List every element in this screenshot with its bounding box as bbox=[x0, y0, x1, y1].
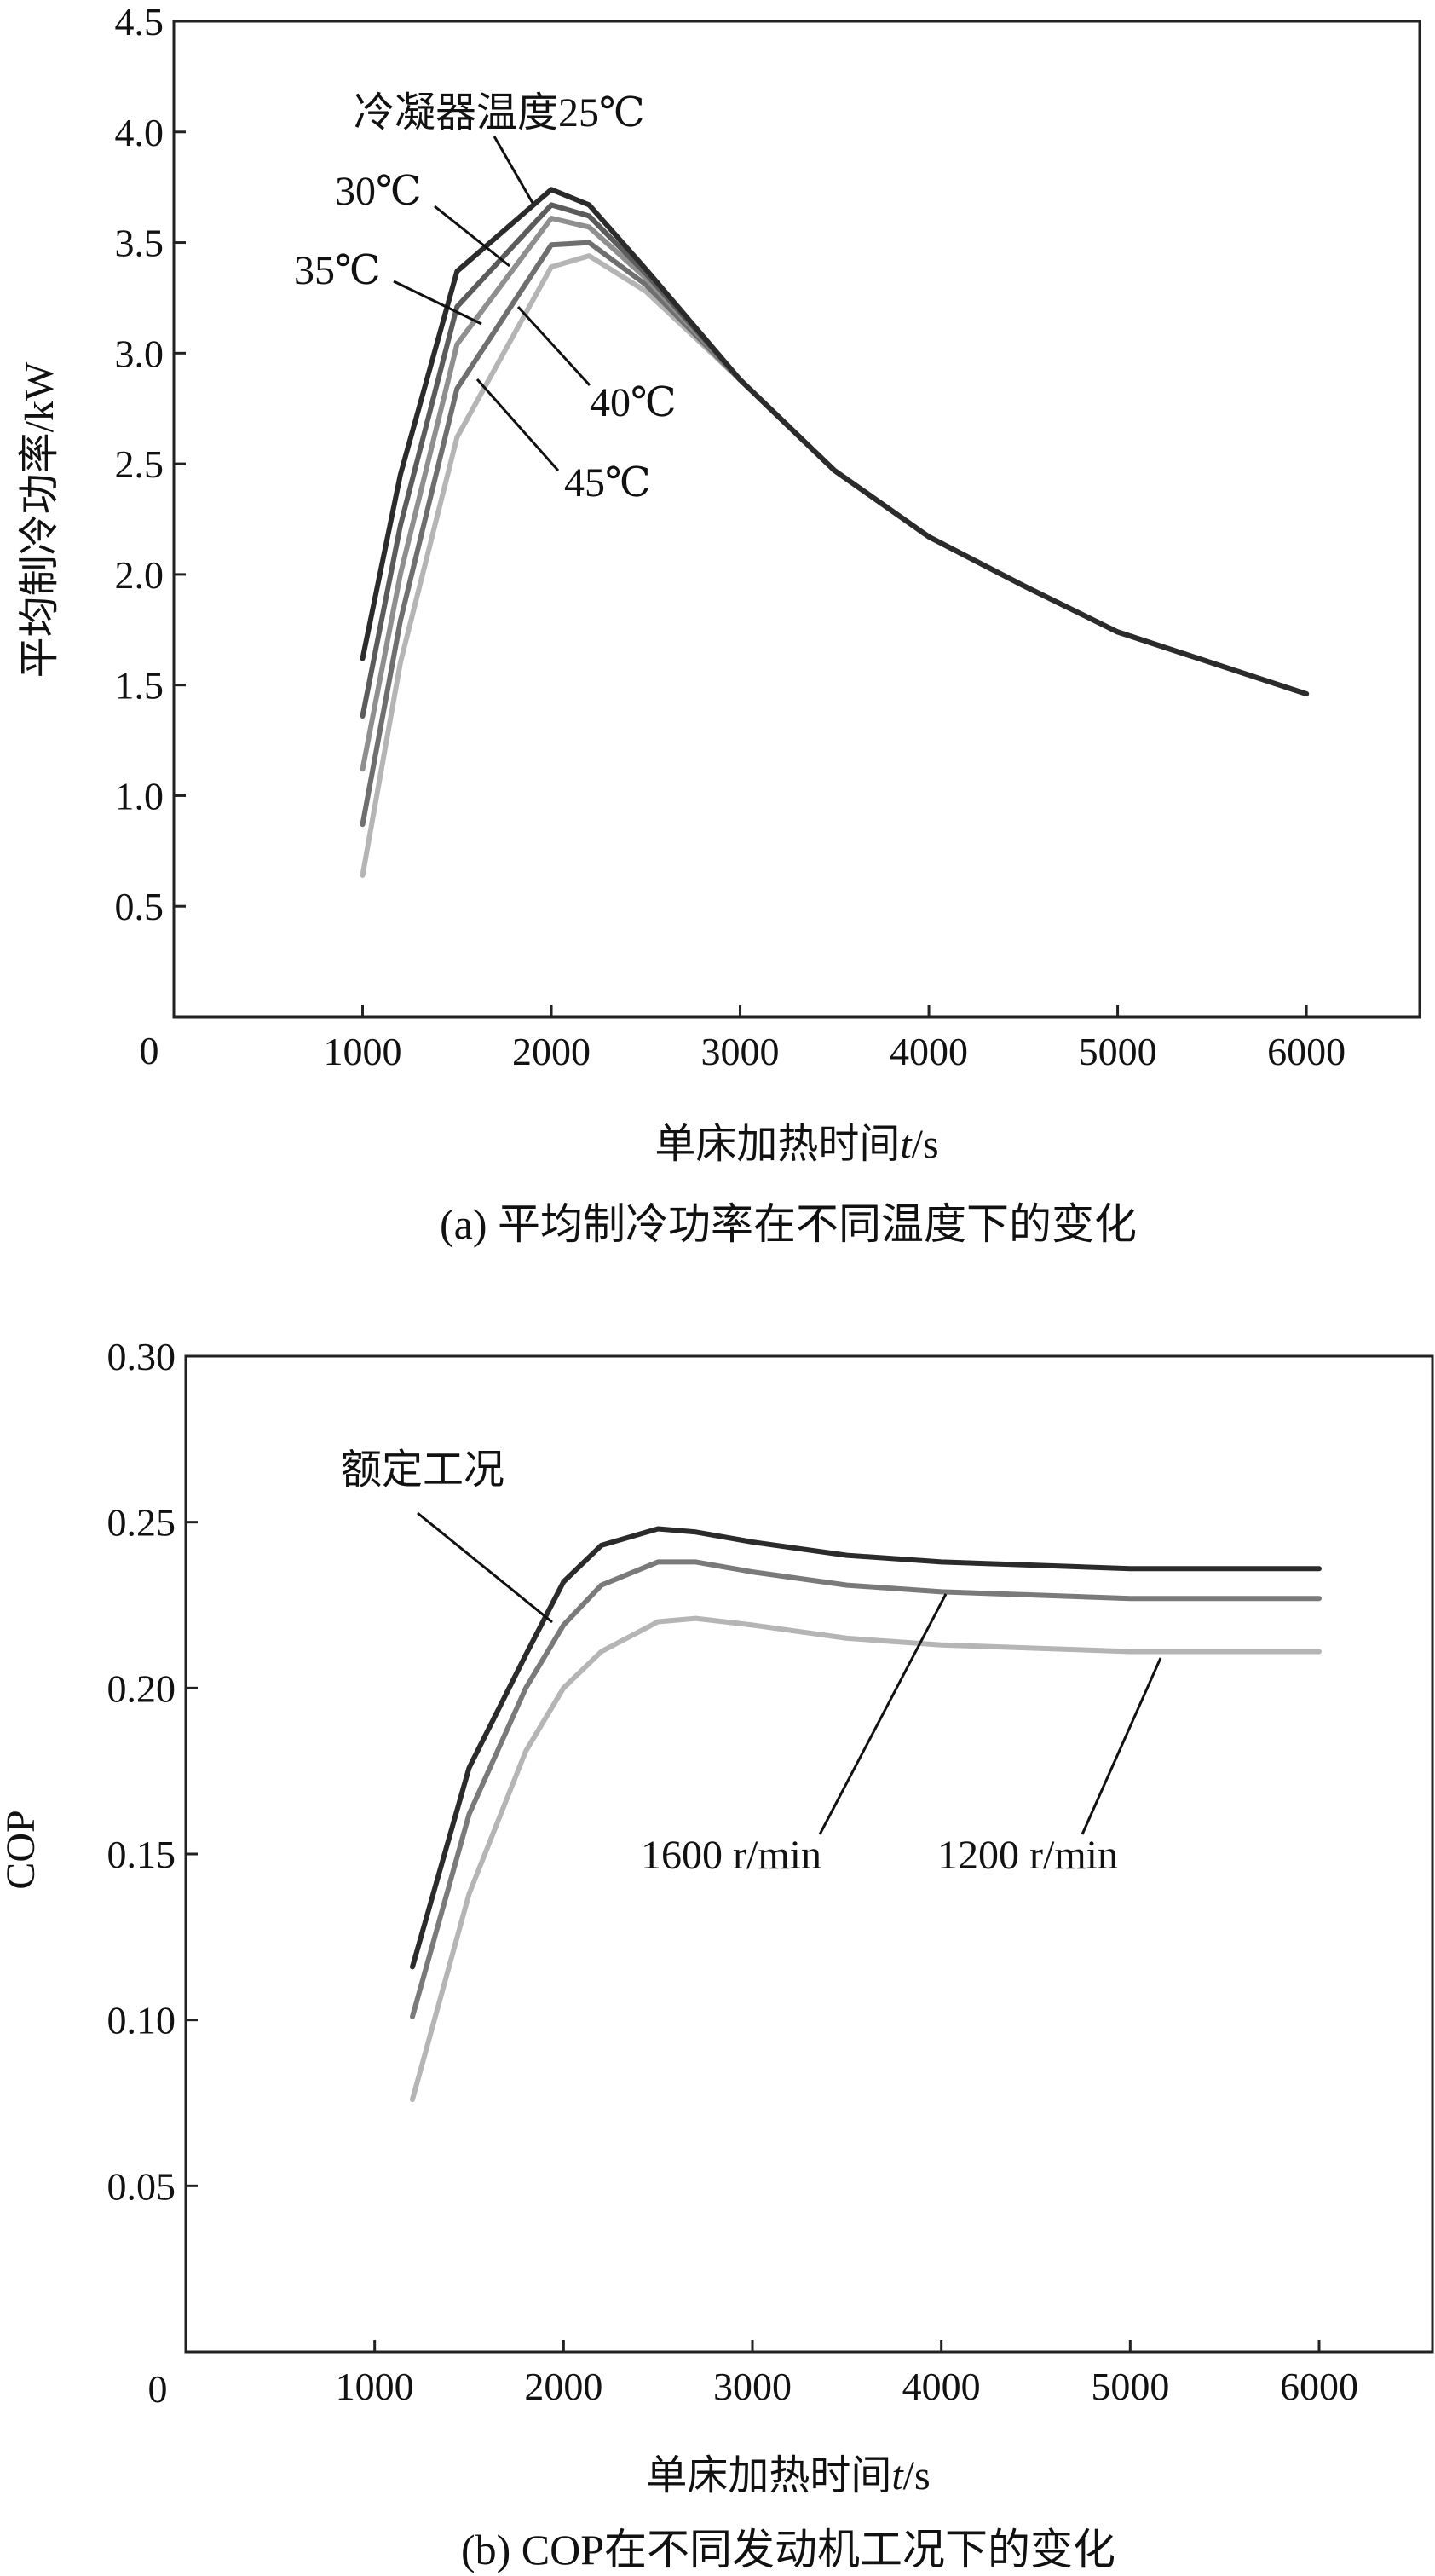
chart-b-x-label-var: t bbox=[891, 2453, 904, 2498]
chart-a-leader-40c bbox=[516, 305, 591, 387]
chart-a-power: 0.5 1.0 1.5 2.0 2.5 3.0 3.5 4.0 4.5 1000 2000 3000… bbox=[17, 0, 1421, 1248]
chart-b-y-axis-label: COP bbox=[0, 1810, 43, 1889]
chart-a-ytick-label: 3.5 bbox=[115, 222, 164, 265]
chart-a-y-axis-label: 平均制冷功率/kW bbox=[17, 361, 62, 678]
chart-b-x-label-text: 单床加热时间 bbox=[646, 2453, 891, 2498]
chart-b-x-axis: 1000 2000 3000 4000 5000 6000 bbox=[336, 2340, 1358, 2408]
chart-a-x-axis-label: 单床加热时间t/s bbox=[654, 1122, 938, 1167]
chart-a-ytick-label: 1.0 bbox=[115, 774, 164, 817]
chart-a-series-line-3 bbox=[360, 240, 1310, 828]
chart-a-leader-35c bbox=[393, 280, 482, 326]
chart-a-ytick-label: 3.0 bbox=[115, 332, 164, 375]
chart-a-xtick-label: 1000 bbox=[324, 1030, 402, 1073]
chart-a-origin-label: 0 bbox=[140, 1029, 159, 1072]
chart-a-annot-35c: 35℃ bbox=[294, 248, 381, 293]
chart-a-x-label-text: 单床加热时间 bbox=[654, 1122, 900, 1167]
chart-a-plot-frame bbox=[172, 20, 1421, 1019]
chart-a-series-line-4 bbox=[360, 253, 1310, 878]
chart-a-series bbox=[360, 187, 1310, 878]
chart-a-xtick-label: 4000 bbox=[890, 1030, 968, 1073]
chart-b-xtick-label: 5000 bbox=[1091, 2365, 1169, 2408]
chart-b-x-label-unit: /s bbox=[903, 2453, 931, 2498]
chart-b-leader-rated bbox=[417, 1511, 553, 1624]
chart-a-x-label-var: t bbox=[900, 1122, 913, 1167]
chart-a-leader-25c bbox=[493, 136, 534, 204]
chart-a-xtick-label: 3000 bbox=[701, 1030, 780, 1073]
chart-b-annot-1600: 1600 r/min bbox=[641, 1833, 821, 1878]
chart-b-xtick-label: 1000 bbox=[336, 2365, 414, 2408]
chart-a-ytick-label: 0.5 bbox=[115, 885, 164, 928]
chart-a-y-axis: 0.5 1.0 1.5 2.0 2.5 3.0 3.5 4.0 4.5 bbox=[115, 0, 186, 928]
chart-a-caption: (a) 平均制冷功率在不同温度下的变化 bbox=[440, 1200, 1137, 1248]
chart-a-annot-25c: 冷凝器温度25℃ bbox=[354, 90, 645, 136]
chart-b-origin-label: 0 bbox=[148, 2367, 168, 2411]
chart-b-y-axis: 0.05 0.10 0.15 0.20 0.25 0.30 bbox=[107, 1335, 198, 2208]
chart-b-caption: (b) COP在不同发动机工况下的变化 bbox=[461, 2526, 1115, 2573]
chart-b-xtick-label: 4000 bbox=[902, 2365, 981, 2408]
chart-b-ytick-label: 0.20 bbox=[107, 1666, 176, 1710]
chart-a-ytick-label: 2.5 bbox=[115, 442, 164, 486]
chart-b-ytick-label: 0.10 bbox=[107, 1999, 176, 2042]
chart-b-cop: 0.05 0.10 0.15 0.20 0.25 0.30 1000 2000 3000 400… bbox=[0, 1335, 1434, 2573]
chart-a-xtick-label: 2000 bbox=[512, 1030, 591, 1073]
chart-b-leader-1600 bbox=[818, 1593, 948, 1835]
chart-a-ytick-label: 1.5 bbox=[115, 664, 164, 708]
chart-b-ytick-label: 0.15 bbox=[107, 1833, 176, 1876]
chart-a-series-line-2 bbox=[360, 216, 1310, 772]
chart-b-ytick-label: 0.30 bbox=[107, 1335, 176, 1378]
chart-a-annot-45c: 45℃ bbox=[564, 460, 651, 505]
chart-a-xtick-label: 6000 bbox=[1267, 1030, 1346, 1073]
chart-a-ytick-label: 4.0 bbox=[115, 111, 164, 154]
chart-b-xtick-label: 3000 bbox=[713, 2365, 792, 2408]
chart-a-annot-30c: 30℃ bbox=[335, 169, 422, 214]
chart-b-ytick-label: 0.25 bbox=[107, 1501, 176, 1545]
chart-b-series-line-1 bbox=[410, 1559, 1322, 2019]
chart-b-x-axis-label: 单床加热时间t/s bbox=[646, 2453, 930, 2498]
chart-a-xtick-label: 5000 bbox=[1079, 1030, 1157, 1073]
chart-b-annot-1200: 1200 r/min bbox=[937, 1833, 1118, 1878]
chart-b-series-line-2 bbox=[410, 1615, 1322, 2103]
chart-b-ytick-label: 0.05 bbox=[107, 2164, 176, 2208]
chart-b-xtick-label: 6000 bbox=[1280, 2365, 1358, 2408]
chart-a-series-line-0 bbox=[360, 187, 1310, 696]
chart-a-leader-45c bbox=[475, 378, 560, 471]
chart-a-x-axis: 1000 2000 3000 4000 5000 6000 bbox=[324, 1005, 1346, 1073]
chart-a-leader-30c bbox=[434, 205, 510, 268]
chart-a-annot-40c: 40℃ bbox=[590, 380, 677, 425]
chart-b-leader-1200 bbox=[1081, 1657, 1162, 1835]
chart-a-ytick-label: 4.5 bbox=[115, 0, 164, 43]
chart-a-x-label-unit: /s bbox=[912, 1122, 939, 1167]
chart-b-series bbox=[410, 1526, 1322, 2103]
chart-a-ytick-label: 2.0 bbox=[115, 553, 164, 597]
chart-b-series-line-0 bbox=[410, 1526, 1322, 1970]
chart-b-xtick-label: 2000 bbox=[524, 2365, 602, 2408]
chart-b-annot-rated: 额定工况 bbox=[341, 1447, 504, 1493]
